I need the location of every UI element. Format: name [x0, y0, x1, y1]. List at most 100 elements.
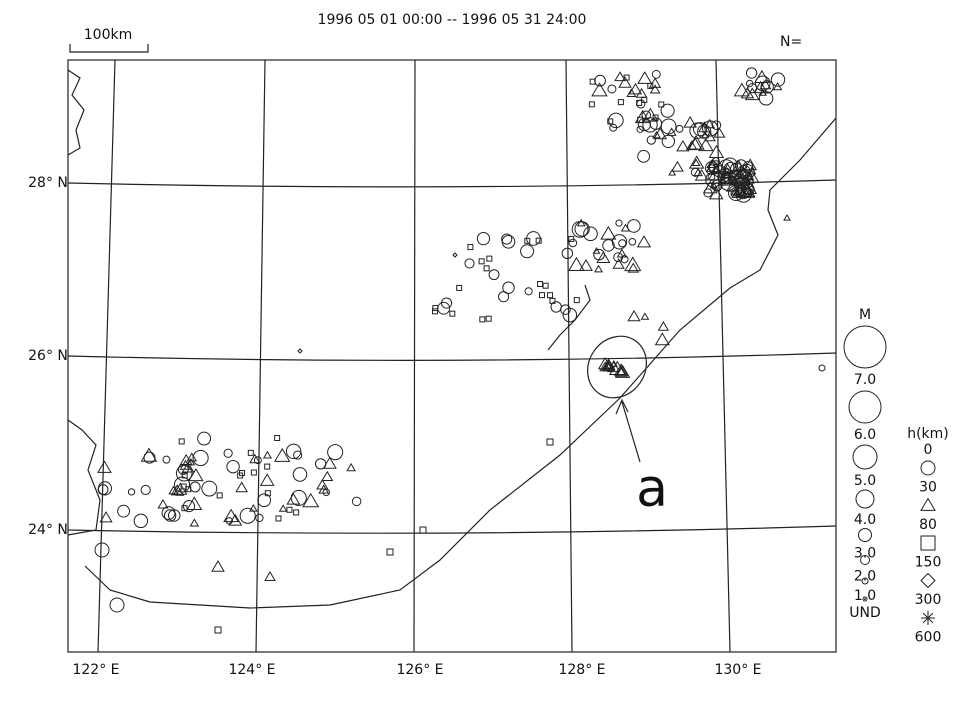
triangle-symbol [743, 158, 758, 171]
triangle-symbol [179, 459, 192, 470]
title: 1996 05 01 00:00 -- 1996 05 31 24:00 [318, 12, 587, 28]
circle-symbol [818, 364, 826, 372]
circle-symbol [476, 231, 491, 246]
triangle-symbol [600, 225, 617, 240]
circle-symbol [197, 431, 212, 446]
triangle-symbol [652, 130, 661, 139]
circle-symbol [717, 171, 730, 184]
square-symbol [658, 101, 665, 108]
diamond-symbol [297, 348, 303, 354]
lat-label: 28° N [28, 175, 68, 191]
triangle-symbol [576, 218, 586, 227]
lon-line [97, 59, 116, 653]
triangle-symbol [606, 360, 621, 373]
highlight-ellipse [587, 335, 647, 399]
circle-symbol [189, 481, 201, 493]
triangle-symbol [249, 453, 261, 464]
lat-line [67, 525, 837, 534]
triangle-symbol [691, 158, 701, 167]
triangle-symbol [704, 118, 716, 129]
circle-symbol [855, 489, 875, 509]
circle-symbol [255, 513, 264, 523]
annotation-arrow [615, 398, 641, 463]
triangle-symbol [97, 460, 112, 473]
triangle-symbol [591, 82, 608, 97]
triangle-symbol [709, 181, 718, 189]
triangle-symbol [188, 467, 204, 482]
triangle-symbol [99, 511, 113, 523]
lon-line [255, 59, 266, 653]
circle-symbol [723, 161, 737, 175]
legend-label: UND [849, 605, 881, 621]
triangle-symbol [733, 82, 750, 97]
square-symbol [181, 505, 188, 512]
triangle-symbol [612, 258, 625, 269]
triangle-symbol [668, 168, 677, 176]
circle-symbol [290, 489, 307, 507]
circle-symbol [729, 170, 745, 186]
circle-symbol [293, 450, 303, 460]
circle-symbol [285, 443, 302, 460]
legend-label: 2.0 [854, 569, 876, 585]
circle-symbol [574, 221, 590, 237]
triangle-symbol [676, 140, 690, 152]
square-symbol [478, 258, 485, 265]
triangle-symbol [627, 262, 640, 273]
square-symbol [286, 506, 293, 513]
square-symbol [216, 492, 223, 499]
triangle-symbol [713, 127, 726, 138]
triangle-symbol [316, 478, 329, 490]
triangle-symbol [616, 248, 628, 258]
triangle-symbol [649, 84, 661, 94]
circle-symbol [327, 444, 344, 461]
lon-label: 126° E [396, 662, 443, 678]
circle-symbol [747, 83, 758, 94]
triangle-symbol [262, 450, 273, 459]
square-symbol [479, 316, 486, 323]
circle-symbol [167, 509, 181, 522]
triangle-symbol [173, 482, 188, 495]
legend-label: 80 [919, 517, 937, 533]
circle-symbol [223, 448, 233, 458]
triangle-symbol [636, 235, 652, 248]
circle-symbol [607, 84, 617, 94]
circle-symbol [848, 390, 882, 424]
legend-label: 3.0 [854, 546, 876, 562]
square-symbol [546, 438, 554, 446]
square-symbol [652, 114, 659, 121]
triangle-symbol [278, 504, 288, 512]
triangle-symbol [168, 485, 179, 495]
triangle-symbol [709, 165, 721, 175]
triangle-symbol [597, 357, 613, 370]
legend-label: 7.0 [854, 372, 876, 388]
circle-symbol [770, 72, 786, 87]
circle-symbol [109, 597, 125, 613]
trench [84, 117, 837, 609]
circle-symbol [192, 449, 209, 467]
triangle-symbol [211, 560, 225, 572]
square-symbol [537, 281, 544, 288]
square-symbol [637, 116, 644, 123]
circle-symbol [140, 484, 151, 496]
circle-symbol [464, 258, 475, 269]
triangle-symbol [186, 452, 198, 462]
circle-symbol [742, 161, 754, 172]
circle-symbol [225, 517, 233, 525]
circle-symbol [524, 287, 533, 296]
triangle-symbol [694, 168, 709, 181]
circle-symbol [143, 451, 156, 464]
square-symbol [432, 308, 439, 315]
circle-symbol [133, 513, 149, 529]
square-symbol [178, 438, 185, 445]
lat-line [67, 352, 837, 361]
circle-symbol [697, 124, 712, 139]
square-symbol [573, 297, 580, 304]
triangle-symbol [654, 332, 670, 346]
circle-symbol [175, 464, 193, 482]
triangle-symbol [709, 187, 724, 200]
triangle-symbol [718, 170, 737, 186]
scale-label: 100km [84, 27, 132, 43]
circle-symbol [745, 67, 758, 79]
triangle-symbol [743, 169, 760, 183]
